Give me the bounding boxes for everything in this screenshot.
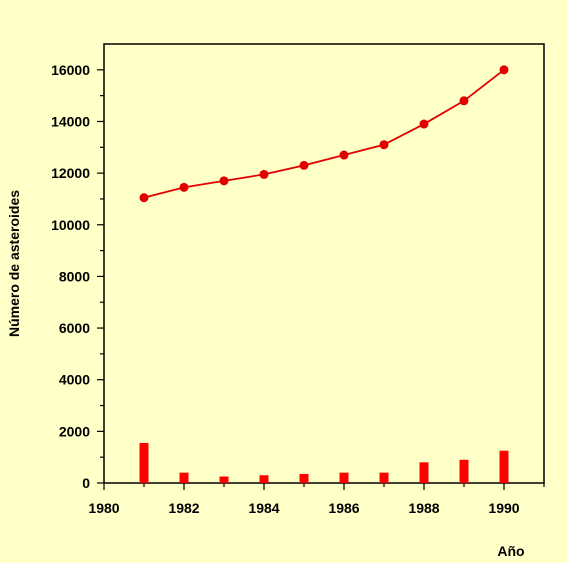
y-tick-label: 6000 — [59, 320, 90, 336]
bar — [259, 475, 269, 483]
data-point — [459, 96, 469, 106]
x-tick-label: 1986 — [328, 500, 359, 516]
x-tick-label: 1990 — [488, 500, 519, 516]
bar — [459, 459, 469, 483]
bar — [499, 450, 509, 483]
data-point — [419, 119, 429, 129]
data-point — [499, 65, 509, 75]
y-tick-label: 2000 — [59, 423, 90, 439]
data-point — [379, 140, 389, 150]
data-point — [259, 169, 269, 179]
y-tick-label: 0 — [82, 475, 90, 491]
x-tick-label: 1988 — [408, 500, 439, 516]
data-point — [299, 160, 309, 170]
axes: 0 2000 4000 6000 8000 10000 12000 14000 16000 198… — [51, 43, 545, 516]
bar — [419, 462, 429, 483]
bar — [179, 472, 189, 483]
x-axis-title: Año — [497, 543, 524, 559]
bar — [139, 442, 149, 483]
y-tick-label: 16000 — [51, 62, 90, 78]
bar — [339, 472, 349, 483]
data-point — [339, 150, 349, 160]
plot-frame — [103, 43, 545, 484]
y-tick-label: 14000 — [51, 113, 90, 129]
x-tick-label: 1982 — [168, 500, 199, 516]
data-point — [179, 182, 189, 192]
y-tick-label: 4000 — [59, 372, 90, 388]
bar — [219, 476, 229, 483]
y-tick-label: 12000 — [51, 165, 90, 181]
y-tick-label: 10000 — [51, 217, 90, 233]
bar-series — [139, 442, 509, 483]
data-point — [219, 176, 229, 186]
x-tick-label: 1984 — [248, 500, 279, 516]
bar — [379, 472, 389, 483]
y-axis-title: Número de asteroides — [6, 190, 22, 337]
bar — [299, 473, 309, 483]
series-line — [143, 69, 505, 199]
data-point — [139, 193, 149, 203]
line-series — [139, 65, 509, 203]
y-tick-label: 8000 — [59, 268, 90, 284]
x-tick-label: 1980 — [88, 500, 119, 516]
